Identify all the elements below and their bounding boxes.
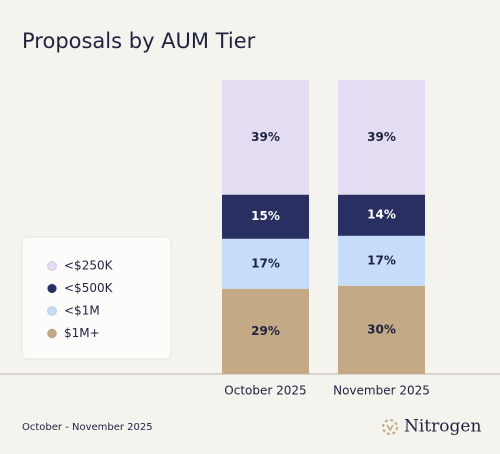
x-tick-label: October 2025 [224, 384, 306, 398]
bar-segment [222, 288, 309, 374]
legend-label: <$250K [64, 259, 114, 273]
legend-label: $1M+ [64, 326, 100, 340]
brand-logo [382, 419, 398, 435]
legend-swatch [47, 328, 57, 339]
bar-segment [338, 80, 425, 195]
bar-segment [338, 285, 425, 374]
value-label: 15% [251, 209, 280, 223]
bar-segment [222, 80, 309, 195]
legend-swatch [47, 261, 57, 271]
legend-swatch [47, 306, 57, 316]
legend-swatch [47, 283, 57, 294]
bar-segment [338, 235, 425, 286]
x-tick-label: November 2025 [333, 384, 430, 398]
value-label: 29% [251, 324, 280, 338]
bar-segment [222, 194, 309, 239]
bar-segment [222, 238, 309, 289]
footnote: October - November 2025 [22, 422, 153, 433]
legend-label: <$500K [64, 281, 114, 295]
brand-name: Nitrogen [404, 417, 481, 437]
value-label: 39% [367, 130, 396, 144]
legend-box [21, 236, 172, 360]
value-label: 39% [251, 130, 280, 144]
value-label: 17% [251, 256, 280, 270]
value-label: 17% [367, 253, 396, 267]
logo-mark [386, 424, 394, 432]
bar-segment [338, 194, 425, 236]
logo-icon [382, 419, 398, 435]
legend-label: <$1M [64, 304, 100, 318]
chart-title: Proposals by AUM Tier [22, 29, 256, 53]
value-label: 30% [367, 322, 396, 336]
value-label: 14% [367, 208, 396, 222]
